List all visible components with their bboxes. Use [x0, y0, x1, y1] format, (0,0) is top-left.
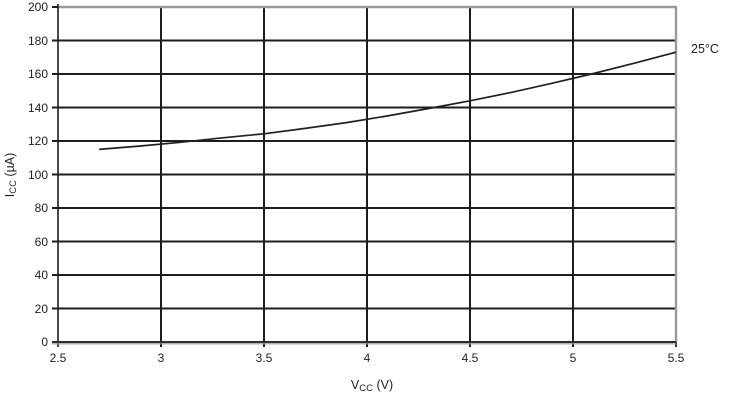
y-axis-label-subscript: CC [8, 180, 19, 194]
y-axis-label-unit: (µA) [3, 152, 17, 181]
y-axis-label: ICC (µA) [2, 135, 19, 215]
y-tick-label: 60 [34, 234, 48, 249]
x-tick-label: 4 [363, 351, 371, 365]
x-axis-label-unit: (V) [372, 378, 394, 392]
y-tick-label: 180 [27, 33, 48, 48]
x-axis-label: VCC (V) [317, 377, 427, 393]
y-tick-label: 120 [27, 134, 48, 148]
x-axis-label-subscript: CC [359, 383, 373, 394]
y-tick-label: 0 [41, 335, 48, 349]
y-tick-label: 140 [27, 100, 48, 115]
x-axis-label-symbol: V [350, 378, 360, 392]
x-tick-label: 5 [569, 351, 577, 365]
y-axis-label-symbol: I [3, 193, 17, 198]
x-tick-label: 3.5 [255, 351, 273, 365]
y-tick-label: 100 [27, 167, 48, 182]
y-tick-label: 20 [34, 301, 48, 316]
x-tick-label: 4.5 [461, 351, 479, 365]
x-tick-label: 3 [157, 351, 165, 365]
y-tick-label: 160 [27, 67, 48, 81]
series-label-25c: 25°C [691, 42, 719, 56]
y-tick-label: 80 [34, 201, 48, 215]
series-line-25c [99, 51, 677, 151]
y-tick-label: 200 [27, 0, 48, 14]
y-tick-label: 40 [34, 268, 48, 282]
x-tick-label: 2.5 [49, 351, 67, 365]
x-tick-label: 5.5 [667, 351, 685, 365]
